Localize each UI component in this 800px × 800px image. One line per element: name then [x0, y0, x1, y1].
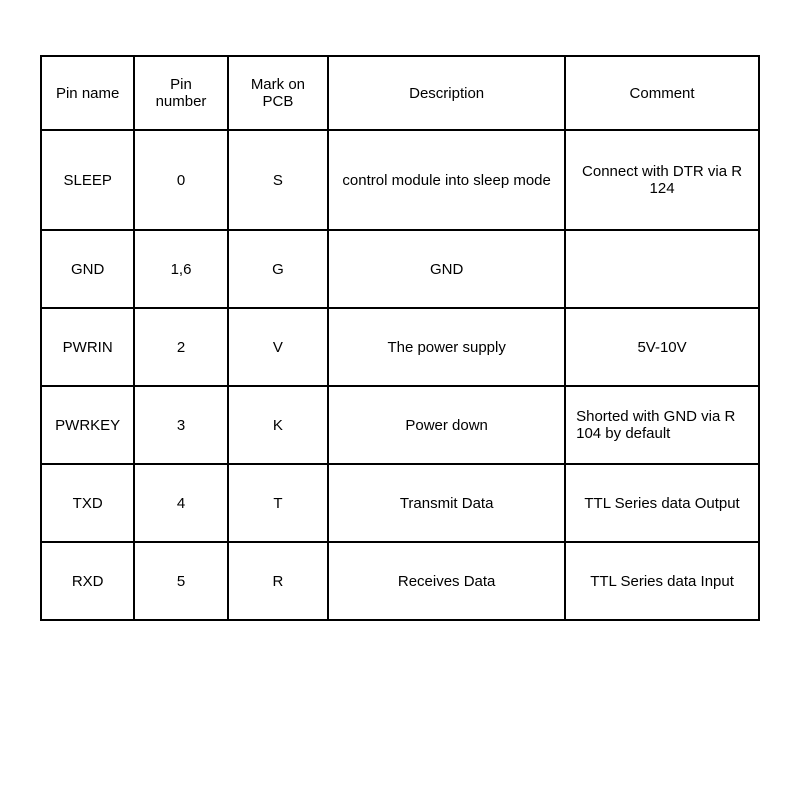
col-header-pin-name: Pin name — [41, 56, 134, 130]
col-header-mark: Mark on PCB — [228, 56, 329, 130]
cell-comment: Connect with DTR via R 124 — [565, 130, 759, 230]
cell-pin-name: RXD — [41, 542, 134, 620]
cell-pin-number: 5 — [134, 542, 227, 620]
cell-description: Power down — [328, 386, 565, 464]
cell-pin-name: PWRKEY — [41, 386, 134, 464]
cell-pin-number: 3 — [134, 386, 227, 464]
table-row: PWRKEY 3 K Power down Shorted with GND v… — [41, 386, 759, 464]
cell-pin-number: 1,6 — [134, 230, 227, 308]
cell-mark: K — [228, 386, 329, 464]
cell-pin-name: GND — [41, 230, 134, 308]
cell-mark: R — [228, 542, 329, 620]
page-container: Pin name Pin number Mark on PCB Descript… — [0, 0, 800, 621]
cell-comment: TTL Series data Output — [565, 464, 759, 542]
cell-pin-number: 4 — [134, 464, 227, 542]
table-row: TXD 4 T Transmit Data TTL Series data Ou… — [41, 464, 759, 542]
cell-description: Receives Data — [328, 542, 565, 620]
table-header-row: Pin name Pin number Mark on PCB Descript… — [41, 56, 759, 130]
cell-pin-name: SLEEP — [41, 130, 134, 230]
pin-table: Pin name Pin number Mark on PCB Descript… — [40, 55, 760, 621]
cell-comment: 5V-10V — [565, 308, 759, 386]
table-row: PWRIN 2 V The power supply 5V-10V — [41, 308, 759, 386]
cell-description: control module into sleep mode — [328, 130, 565, 230]
cell-comment: TTL Series data Input — [565, 542, 759, 620]
cell-pin-name: TXD — [41, 464, 134, 542]
table-row: RXD 5 R Receives Data TTL Series data In… — [41, 542, 759, 620]
cell-pin-name: PWRIN — [41, 308, 134, 386]
cell-description: Transmit Data — [328, 464, 565, 542]
cell-description: GND — [328, 230, 565, 308]
cell-mark: G — [228, 230, 329, 308]
cell-description: The power supply — [328, 308, 565, 386]
col-header-pin-number: Pin number — [134, 56, 227, 130]
cell-mark: T — [228, 464, 329, 542]
cell-comment: Shorted with GND via R 104 by default — [565, 386, 759, 464]
cell-pin-number: 0 — [134, 130, 227, 230]
table-row: GND 1,6 G GND — [41, 230, 759, 308]
table-row: SLEEP 0 S control module into sleep mode… — [41, 130, 759, 230]
cell-mark: V — [228, 308, 329, 386]
col-header-description: Description — [328, 56, 565, 130]
cell-mark: S — [228, 130, 329, 230]
cell-comment — [565, 230, 759, 308]
cell-pin-number: 2 — [134, 308, 227, 386]
col-header-comment: Comment — [565, 56, 759, 130]
